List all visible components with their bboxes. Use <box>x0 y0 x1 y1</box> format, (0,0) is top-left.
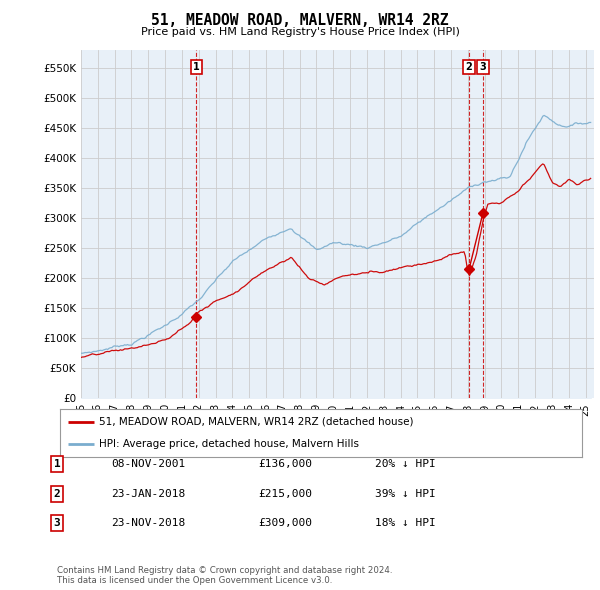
Text: 51, MEADOW ROAD, MALVERN, WR14 2RZ (detached house): 51, MEADOW ROAD, MALVERN, WR14 2RZ (deta… <box>99 417 413 427</box>
Text: 39% ↓ HPI: 39% ↓ HPI <box>375 489 436 499</box>
Text: 2: 2 <box>53 489 61 499</box>
Text: 23-NOV-2018: 23-NOV-2018 <box>111 519 185 528</box>
Text: HPI: Average price, detached house, Malvern Hills: HPI: Average price, detached house, Malv… <box>99 439 359 449</box>
Text: £309,000: £309,000 <box>258 519 312 528</box>
Text: £136,000: £136,000 <box>258 460 312 469</box>
Text: 20% ↓ HPI: 20% ↓ HPI <box>375 460 436 469</box>
Text: Contains HM Land Registry data © Crown copyright and database right 2024.
This d: Contains HM Land Registry data © Crown c… <box>57 566 392 585</box>
Text: £215,000: £215,000 <box>258 489 312 499</box>
Text: 51, MEADOW ROAD, MALVERN, WR14 2RZ: 51, MEADOW ROAD, MALVERN, WR14 2RZ <box>151 13 449 28</box>
Text: 3: 3 <box>479 62 487 72</box>
Text: 1: 1 <box>53 460 61 469</box>
Text: 2: 2 <box>466 62 472 72</box>
Text: 08-NOV-2001: 08-NOV-2001 <box>111 460 185 469</box>
Text: 18% ↓ HPI: 18% ↓ HPI <box>375 519 436 528</box>
Text: 1: 1 <box>193 62 200 72</box>
Text: 3: 3 <box>53 519 61 528</box>
Text: Price paid vs. HM Land Registry's House Price Index (HPI): Price paid vs. HM Land Registry's House … <box>140 27 460 37</box>
Text: 23-JAN-2018: 23-JAN-2018 <box>111 489 185 499</box>
